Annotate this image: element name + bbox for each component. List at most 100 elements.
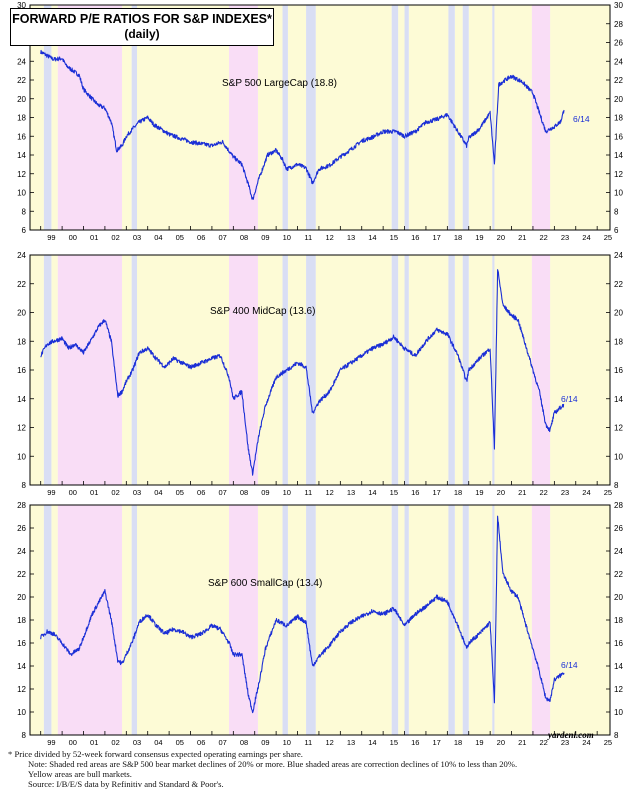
- y-tick-label-right: 16: [614, 366, 623, 375]
- x-tick-label: 25: [604, 488, 612, 497]
- y-tick-label-left: 12: [17, 424, 26, 433]
- correction-band-6: [448, 5, 455, 230]
- x-tick-label: 12: [325, 233, 333, 242]
- correction-band-8: [492, 505, 495, 735]
- bull-band-7: [398, 255, 405, 485]
- x-tick-label: 02: [111, 488, 119, 497]
- x-tick-label: 06: [197, 488, 205, 497]
- x-tick-label: 07: [218, 738, 226, 747]
- bull-band-1: [51, 5, 58, 230]
- bull-band-5: [287, 505, 307, 735]
- x-tick-label: 20: [497, 233, 505, 242]
- end-date-label: 6/14: [561, 394, 578, 404]
- footnotes: * Price divided by 52-week forward conse…: [8, 749, 633, 789]
- x-tick-label: 15: [390, 738, 398, 747]
- correction-band-1: [131, 255, 138, 485]
- x-tick-label: 17: [432, 233, 440, 242]
- source-credit: yardeni.com: [548, 730, 594, 740]
- x-tick-label: 09: [261, 738, 269, 747]
- x-tick-label: 01: [90, 488, 98, 497]
- x-tick-label: 05: [176, 488, 184, 497]
- series-title: S&P 600 SmallCap (13.4): [208, 578, 322, 589]
- x-tick-label: 99: [47, 233, 55, 242]
- y-tick-label-left: 22: [17, 76, 26, 85]
- x-tick-label: 02: [111, 738, 119, 747]
- x-tick-label: 11: [304, 233, 312, 242]
- x-tick-label: 18: [454, 738, 462, 747]
- y-tick-label-left: 24: [17, 57, 26, 66]
- y-tick-label-left: 8: [22, 207, 27, 216]
- bull-band-2: [122, 5, 132, 230]
- y-tick-label-right: 16: [614, 132, 623, 141]
- y-tick-label-right: 20: [614, 95, 623, 104]
- y-tick-label-right: 18: [614, 616, 623, 625]
- x-tick-label: 09: [261, 233, 269, 242]
- bull-band-11: [494, 255, 532, 485]
- y-tick-label-left: 22: [17, 570, 26, 579]
- correction-band-4: [391, 505, 399, 735]
- correction-band-7: [462, 505, 469, 735]
- correction-band-5: [404, 255, 409, 485]
- bull-band-5: [287, 255, 307, 485]
- x-tick-label: 13: [347, 738, 355, 747]
- x-tick-label: 11: [304, 488, 312, 497]
- correction-band-7: [462, 5, 469, 230]
- x-tick-label: 18: [454, 233, 462, 242]
- bear-band-2: [531, 255, 551, 485]
- y-tick-label-left: 26: [17, 524, 26, 533]
- end-date-label: 6/14: [573, 114, 590, 124]
- x-tick-label: 09: [261, 488, 269, 497]
- footnote-source: Source: I/B/E/S data by Refinitiv and St…: [28, 779, 224, 789]
- y-tick-label-right: 14: [614, 395, 623, 404]
- bull-band-3: [137, 255, 230, 485]
- bear-band-0: [57, 255, 123, 485]
- x-tick-label: 12: [325, 488, 333, 497]
- y-tick-label-left: 16: [17, 132, 26, 141]
- x-tick-label: 00: [69, 488, 77, 497]
- correction-band-3: [306, 505, 316, 735]
- y-tick-label-left: 10: [17, 189, 26, 198]
- y-tick-label-left: 14: [17, 151, 26, 160]
- x-tick-label: 12: [325, 738, 333, 747]
- bull-band-5: [287, 5, 307, 230]
- x-tick-label: 04: [154, 233, 162, 242]
- bear-band-1: [229, 255, 258, 485]
- y-tick-label-left: 8: [22, 731, 27, 740]
- x-tick-label: 08: [240, 233, 248, 242]
- bull-band-12: [550, 255, 610, 485]
- x-tick-label: 10: [283, 233, 291, 242]
- bull-band-2: [122, 255, 132, 485]
- y-tick-label-right: 10: [614, 708, 623, 717]
- bull-band-12: [550, 5, 610, 230]
- y-tick-label-left: 6: [22, 226, 27, 235]
- x-tick-label: 14: [368, 738, 376, 747]
- bull-band-10: [468, 5, 493, 230]
- x-tick-label: 11: [304, 738, 312, 747]
- footnote-shading-note: Note: Shaded red areas are S&P 500 bear …: [28, 759, 518, 769]
- correction-band-8: [492, 255, 495, 485]
- x-tick-label: 24: [582, 738, 590, 747]
- x-tick-label: 22: [539, 738, 547, 747]
- x-tick-label: 19: [475, 233, 483, 242]
- x-tick-label: 00: [69, 738, 77, 747]
- y-tick-label-left: 20: [17, 95, 26, 104]
- bull-band-9: [454, 5, 463, 230]
- x-tick-label: 21: [518, 488, 526, 497]
- x-tick-label: 16: [411, 488, 419, 497]
- x-tick-label: 25: [604, 738, 612, 747]
- y-tick-label-right: 18: [614, 337, 623, 346]
- pe-series-line: [40, 269, 565, 476]
- y-tick-label-right: 8: [614, 731, 619, 740]
- y-tick-label-left: 24: [17, 547, 26, 556]
- y-tick-label-right: 18: [614, 114, 623, 123]
- y-tick-label-right: 24: [614, 547, 623, 556]
- chart-title: FORWARD P/E RATIOS FOR S&P INDEXES*: [12, 12, 272, 26]
- y-tick-label-left: 18: [17, 114, 26, 123]
- y-tick-label-left: 10: [17, 452, 26, 461]
- y-tick-label-right: 24: [614, 251, 623, 260]
- correction-band-3: [306, 255, 316, 485]
- y-tick-label-right: 20: [614, 593, 623, 602]
- x-tick-label: 01: [90, 738, 98, 747]
- bear-band-1: [229, 505, 258, 735]
